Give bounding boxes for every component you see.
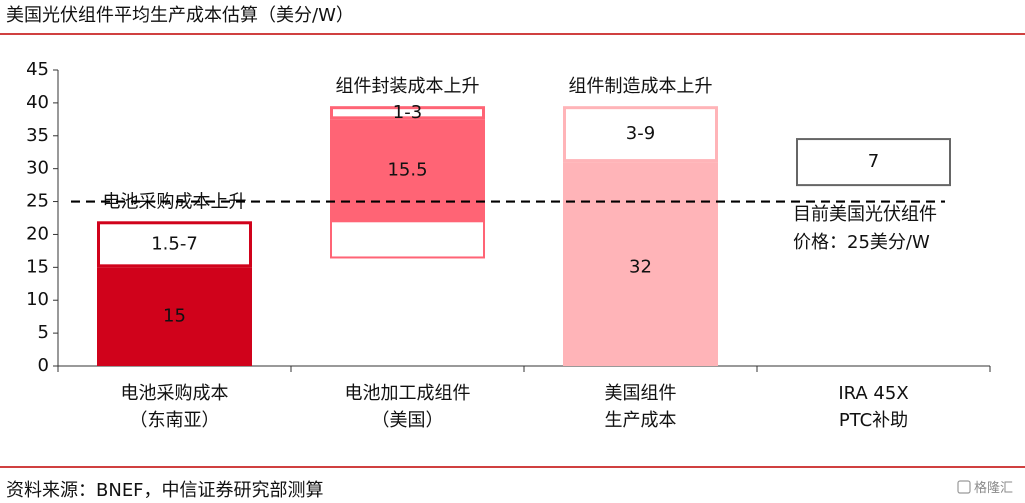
reference-line-label: 目前美国光伏组件: [793, 204, 937, 225]
y-tick-label: 5: [38, 322, 49, 343]
x-category-label: （美国）: [372, 410, 444, 431]
bar-base-segment: [330, 119, 485, 222]
svg-text:格隆汇: 格隆汇: [974, 480, 1013, 496]
chart-title: 美国光伏组件平均生产成本估算（美分/W）: [6, 5, 354, 26]
bar-outline-label: 7: [868, 151, 879, 172]
x-category-label: 生产成本: [605, 410, 677, 431]
y-tick-label: 20: [26, 223, 49, 244]
watermark-logo: 格隆汇: [957, 480, 1013, 496]
bar-range-label: 1-3: [393, 102, 422, 123]
x-category-label: 美国组件: [605, 383, 677, 404]
bar-base-segment: [97, 267, 252, 366]
bar-annotation: 电池采购成本上升: [103, 191, 247, 212]
bar-range-label: 1.5-7: [151, 233, 198, 254]
x-category-label: （东南亚）: [130, 410, 220, 431]
y-tick-label: 15: [26, 256, 49, 277]
bar-value-label: 15: [163, 306, 186, 327]
bar-value-label: 32: [629, 256, 652, 277]
reference-line-label: 价格：25美分/W: [793, 232, 930, 253]
y-tick-label: 35: [26, 125, 49, 146]
bar-gap-segment: [330, 220, 485, 259]
bar-annotation: 组件制造成本上升: [569, 76, 713, 97]
source-note: 资料来源：BNEF，中信证券研究部测算: [6, 480, 324, 501]
x-category-label: PTC补助: [839, 410, 908, 431]
bar-range-segment: [97, 221, 252, 268]
y-tick-label: 45: [26, 59, 49, 80]
y-tick-label: 30: [26, 158, 49, 179]
y-tick-label: 25: [26, 191, 49, 212]
plot-area: 0 5 10 15 20 25 30 35 40 45 电池采购成本 （东南亚） 电池加工成组件 （美国）…: [26, 59, 991, 431]
y-tick-label: 0: [38, 355, 49, 376]
bar-value-label: 15.5: [387, 159, 427, 180]
x-category-label: IRA 45X: [838, 383, 908, 404]
x-category-label: 电池加工成组件: [345, 383, 471, 404]
bar-outline-segment: [796, 138, 951, 187]
bar-range-label: 3-9: [626, 123, 655, 144]
bar-base-segment: [563, 162, 718, 366]
bar-range-segment: [563, 106, 718, 163]
y-tick-label: 10: [26, 289, 49, 310]
y-tick-label: 40: [26, 92, 49, 113]
bar-range-segment: [330, 106, 485, 120]
bar-annotation: 组件封装成本上升: [336, 76, 480, 97]
x-category-label: 电池采购成本: [121, 383, 229, 404]
